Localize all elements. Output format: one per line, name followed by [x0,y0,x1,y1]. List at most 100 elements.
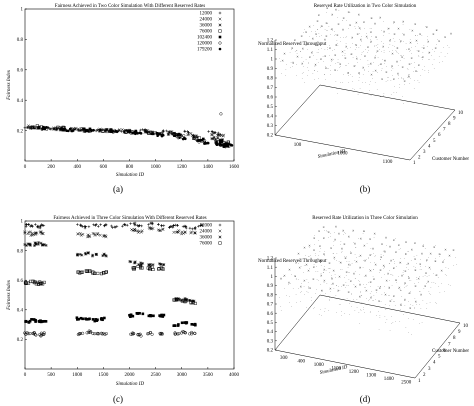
d-point: × [440,268,442,273]
b-point: · [361,52,362,57]
d-point: × [342,282,344,287]
d-point: · [440,251,441,256]
a-point [168,130,172,134]
c-ytick-label: 1 [21,220,24,225]
b-point: · [304,27,305,32]
d-point: · [329,298,330,303]
d-point: · [308,285,309,290]
d-ztick-label: 0.3 [267,339,274,344]
a-annotation-point [219,112,223,116]
panel-d-axes [274,258,461,379]
b-point: · [392,73,393,78]
d-point: · [298,277,299,282]
b-point: · [324,27,325,32]
d-point: · [310,252,311,257]
b-point: · [428,70,429,75]
d-far-floor-edge [319,294,461,324]
b-point: · [339,65,340,70]
d-point: × [332,281,334,286]
d-point: · [380,284,381,289]
d-point: · [370,309,371,314]
b-point: × [432,32,434,37]
d-point: · [426,301,427,306]
d-point: × [399,260,401,265]
b-point: × [438,38,440,43]
b-point: · [406,66,407,71]
d-xtick-label: 1400 [384,377,395,382]
b-point: · [411,44,412,49]
d-point: × [322,224,324,229]
d-point: · [373,250,374,255]
b-point: · [338,59,339,64]
b-point: · [350,44,351,49]
d-point: · [398,273,399,278]
d-point: · [336,258,337,263]
a-point [82,128,86,131]
b-point: · [296,48,297,53]
c-point [102,234,106,238]
a-point [220,143,224,147]
b-point: · [319,33,320,38]
b-point: · [331,59,332,64]
c-point [135,229,139,233]
c-point [84,269,88,273]
panel-d-xlabel: Simulation ID [319,365,348,376]
d-point: · [365,285,366,290]
d-point: · [414,296,415,301]
d-point: · [315,251,316,256]
c-point [33,332,37,337]
b-point: × [411,28,413,33]
b-point: · [335,61,336,66]
c-point [87,329,91,333]
d-point: × [427,279,429,284]
a-legend-label: 76000 [200,30,213,35]
panel-a-caption: (a) [113,184,123,194]
b-point: · [315,28,316,33]
d-point: × [303,245,305,250]
c-point [180,331,184,335]
a-point [55,128,58,132]
c-point [150,332,154,336]
d-point: · [330,282,331,287]
d-point: · [368,280,369,285]
b-y-axis [409,109,456,161]
d-point: · [344,274,345,279]
c-point [104,223,108,227]
d-point: · [376,290,377,295]
d-point: · [318,312,319,317]
d-point: · [389,328,390,333]
a-point [222,133,226,137]
b-point: · [403,39,404,44]
b-point: × [370,72,372,77]
d-point: · [376,313,377,318]
d-point: · [370,246,371,251]
d-point: · [349,301,350,306]
d-point: · [381,292,382,297]
a-point [217,133,221,137]
b-point: · [340,35,341,40]
d-point: · [429,290,430,295]
d-point: · [339,302,340,307]
d-point: · [354,276,355,281]
d-point: · [408,298,409,303]
a-point [56,125,60,129]
d-point: · [448,265,449,270]
c-point [111,226,114,229]
panel-c-caption: (c) [113,394,123,404]
d-point: · [384,272,385,277]
d-point: · [373,266,374,271]
c-point [39,241,43,245]
c-point [141,312,145,316]
b-point: × [305,30,307,35]
b-point: · [330,72,331,77]
b-point: · [401,75,402,80]
b-point: · [396,48,397,53]
d-point: · [389,261,390,266]
d-point: · [351,291,352,296]
d-point: · [410,289,411,294]
d-point: × [438,251,440,256]
a-point [213,131,216,134]
d-point: · [405,325,406,330]
d-point: × [352,228,354,233]
d-point: × [383,263,385,268]
